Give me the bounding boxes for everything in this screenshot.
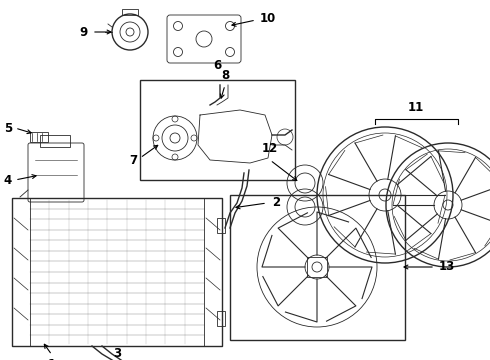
Bar — [230, 195, 405, 340]
Text: 13: 13 — [439, 261, 455, 274]
Bar — [12, 198, 30, 346]
Text: 4: 4 — [4, 174, 12, 186]
Text: 7: 7 — [129, 153, 137, 166]
Bar — [30, 132, 48, 142]
Bar — [217, 218, 225, 233]
Bar — [40, 135, 70, 147]
Text: 9: 9 — [80, 26, 88, 39]
Text: 6: 6 — [213, 59, 221, 72]
Text: 3: 3 — [113, 347, 121, 360]
Text: 2: 2 — [272, 197, 280, 210]
Bar — [122, 9, 138, 15]
Text: 1: 1 — [48, 358, 56, 360]
Bar — [140, 80, 295, 180]
Text: 10: 10 — [260, 12, 276, 24]
Text: 11: 11 — [408, 101, 424, 114]
Bar — [12, 198, 222, 346]
Bar — [307, 257, 327, 277]
Text: 5: 5 — [4, 122, 12, 135]
Bar — [204, 198, 222, 346]
Text: 12: 12 — [262, 142, 278, 155]
Text: 8: 8 — [221, 69, 229, 82]
Bar — [217, 311, 225, 326]
